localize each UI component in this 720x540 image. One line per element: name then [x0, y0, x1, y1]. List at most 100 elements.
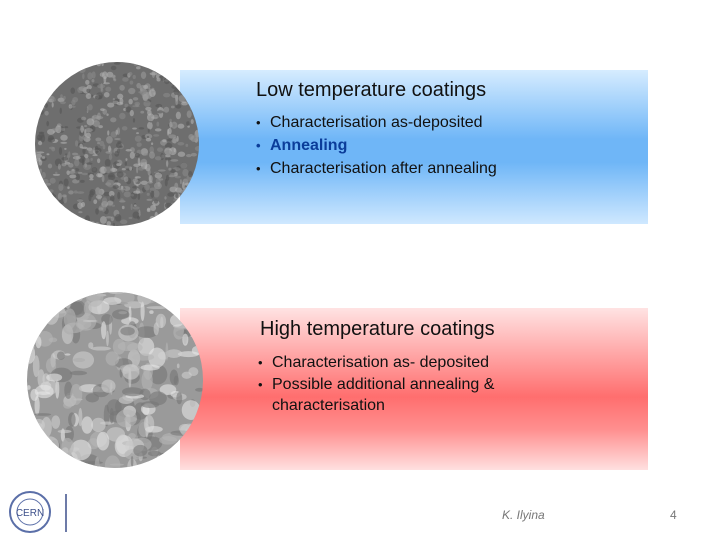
- texture: [82, 220, 91, 226]
- texture: [99, 140, 105, 147]
- texture: [64, 292, 72, 309]
- texture: [32, 355, 40, 378]
- texture: [189, 76, 197, 81]
- texture: [68, 412, 76, 427]
- texture: [77, 199, 84, 203]
- texture: [189, 103, 193, 111]
- texture: [185, 143, 189, 148]
- texture: [124, 161, 128, 166]
- texture: [149, 310, 154, 314]
- texture: [63, 178, 69, 187]
- texture: [39, 82, 43, 86]
- texture: [175, 111, 181, 120]
- texture: [71, 152, 79, 156]
- texture: [122, 364, 140, 380]
- texture: [36, 134, 42, 141]
- texture: [145, 426, 163, 433]
- texture: [132, 206, 140, 210]
- texture: [146, 192, 150, 196]
- texture: [138, 213, 141, 216]
- texture: [189, 217, 192, 220]
- texture: [189, 292, 203, 302]
- bullet: Characterisation as-deposited: [256, 111, 497, 134]
- texture: [141, 91, 150, 100]
- texture: [82, 319, 98, 322]
- texture: [149, 175, 153, 183]
- texture: [107, 130, 110, 136]
- texture: [172, 206, 179, 213]
- texture: [35, 151, 42, 156]
- texture: [170, 159, 179, 162]
- texture: [60, 94, 63, 99]
- texture: [92, 120, 100, 128]
- texture: [64, 147, 67, 150]
- texture: [153, 322, 159, 336]
- texture: [138, 90, 147, 94]
- texture: [118, 396, 134, 405]
- texture: [96, 431, 110, 451]
- texture: [51, 71, 60, 78]
- texture: [35, 159, 37, 167]
- texture: [140, 158, 148, 166]
- texture: [61, 437, 74, 456]
- texture: [192, 175, 199, 179]
- texture: [167, 67, 172, 74]
- texture: [145, 137, 152, 142]
- texture: [130, 203, 133, 211]
- texture: [154, 62, 159, 69]
- texture: [141, 370, 153, 391]
- texture: [41, 436, 60, 455]
- texture: [188, 217, 191, 225]
- texture: [48, 204, 53, 212]
- texture: [67, 170, 76, 174]
- texture: [169, 118, 172, 123]
- texture: [184, 191, 188, 197]
- texture: [65, 153, 68, 158]
- texture: [145, 106, 152, 111]
- texture: [94, 145, 99, 154]
- texture: [195, 95, 199, 102]
- texture: [168, 167, 172, 171]
- texture: [178, 62, 182, 68]
- texture: [150, 204, 157, 211]
- texture: [96, 194, 103, 199]
- texture: [27, 459, 43, 468]
- texture: [179, 213, 185, 221]
- texture: [170, 168, 176, 173]
- texture: [165, 349, 183, 358]
- texture: [181, 181, 185, 190]
- texture: [157, 110, 164, 114]
- texture: [63, 460, 79, 468]
- author: K. Ilyina: [502, 508, 545, 522]
- texture: [194, 307, 203, 322]
- texture: [46, 120, 50, 127]
- texture: [27, 446, 35, 463]
- texture: [146, 220, 154, 224]
- texture: [50, 193, 57, 199]
- texture: [106, 135, 113, 144]
- texture: [132, 353, 155, 361]
- texture: [78, 86, 87, 92]
- texture: [175, 192, 179, 199]
- texture: [122, 77, 129, 82]
- texture: [57, 207, 65, 212]
- texture: [189, 196, 196, 203]
- texture: [164, 221, 171, 226]
- texture: [198, 402, 203, 423]
- texture: [129, 109, 134, 117]
- bullet: Characterisation as- deposited: [258, 351, 538, 374]
- texture: [104, 159, 111, 167]
- texture: [119, 112, 126, 120]
- texture: [86, 118, 95, 126]
- texture: [164, 300, 169, 304]
- texture: [133, 444, 148, 457]
- texture: [186, 449, 193, 459]
- texture: [72, 221, 80, 226]
- texture: [123, 176, 129, 183]
- texture: [28, 411, 32, 432]
- texture: [57, 97, 65, 103]
- texture: [68, 151, 71, 158]
- texture: [179, 80, 185, 83]
- section-title: High temperature coatings: [260, 318, 495, 340]
- texture: [69, 370, 88, 376]
